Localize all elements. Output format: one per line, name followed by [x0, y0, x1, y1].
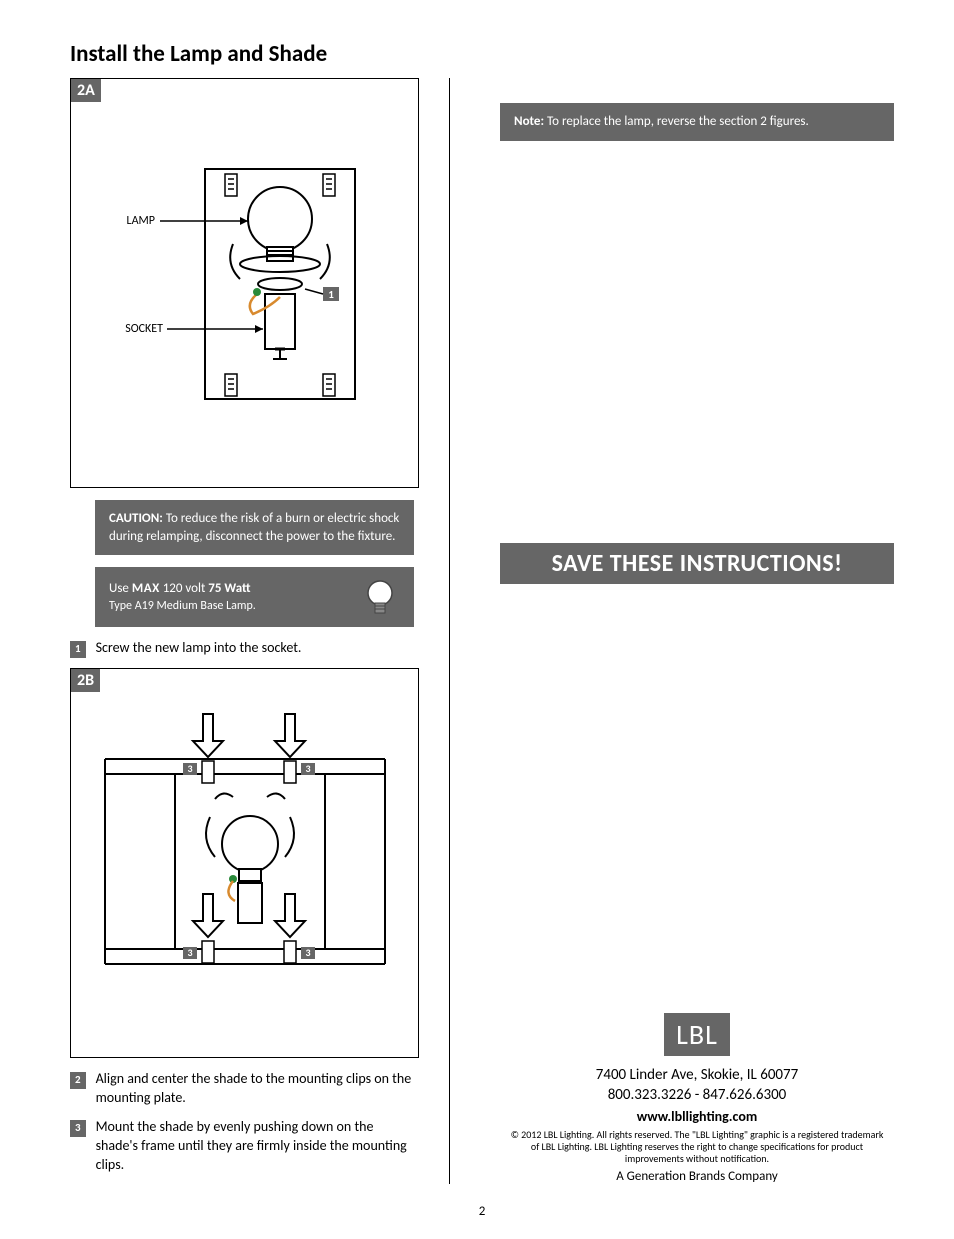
svg-text:1: 1	[328, 288, 334, 301]
lbl-logo: LBL	[664, 1013, 730, 1056]
svg-text:3: 3	[305, 762, 310, 775]
svg-text:LAMP: LAMP	[126, 214, 154, 228]
figure-2a-label: 2A	[71, 79, 101, 102]
footer-legal: © 2012 LBL Lighting. All rights reserved…	[510, 1129, 884, 1165]
replace-note: Note: To replace the lamp, reverse the s…	[500, 103, 894, 141]
spec-mid: 120 volt	[160, 581, 209, 596]
diagram-2a: 1 LAMP SOCKET	[75, 79, 415, 479]
note-body: To replace the lamp, reverse the section…	[547, 114, 809, 129]
footer: LBL 7400 Linder Ave, Skokie, IL 60077 80…	[500, 1013, 894, 1184]
figure-2b: 2B	[70, 668, 419, 1058]
footer-address: 7400 Linder Ave, Skokie, IL 60077	[500, 1066, 894, 1084]
diagram-2b: 3 3 3 3	[75, 669, 415, 1049]
step-1: 1 Screw the new lamp into the socket.	[70, 639, 419, 658]
step-3-num: 3	[70, 1120, 86, 1137]
right-column: Note: To replace the lamp, reverse the s…	[490, 78, 894, 1184]
svg-text:SOCKET: SOCKET	[125, 322, 163, 336]
caution-head: CAUTION:	[109, 511, 166, 526]
caution-note: CAUTION: To reduce the risk of a burn or…	[95, 500, 414, 555]
step-2: 2 Align and center the shade to the moun…	[70, 1070, 419, 1108]
step-3-text: Mount the shade by evenly pushing down o…	[96, 1118, 419, 1175]
footer-company: A Generation Brands Company	[500, 1169, 894, 1184]
step-2-text: Align and center the shade to the mounti…	[96, 1070, 419, 1108]
figure-2b-label: 2B	[71, 669, 100, 692]
step-1-num: 1	[70, 641, 86, 658]
left-column: 2A	[70, 78, 450, 1184]
step-2-num: 2	[70, 1072, 86, 1089]
lamp-spec-note: Use MAX 120 volt 75 Watt Type A19 Medium…	[95, 567, 414, 627]
figure-2a: 2A	[70, 78, 419, 488]
step-1-text: Screw the new lamp into the socket.	[96, 639, 302, 658]
spec-prefix: Use	[109, 581, 132, 596]
footer-phones: 800.323.3226 - 847.626.6300	[500, 1086, 894, 1104]
bulb-icon	[360, 577, 400, 617]
spec-sub: Type A19 Medium Base Lamp.	[109, 598, 256, 614]
svg-text:3: 3	[305, 946, 310, 959]
note-head: Note:	[514, 114, 547, 129]
step-3: 3 Mount the shade by evenly pushing down…	[70, 1118, 419, 1175]
footer-website: www.lbllighting.com	[500, 1108, 894, 1125]
svg-text:3: 3	[187, 946, 192, 959]
spec-watt: 75 Watt	[208, 581, 250, 596]
save-instructions-title: SAVE THESE INSTRUCTIONS!	[500, 543, 894, 584]
page-title: Install the Lamp and Shade	[70, 40, 894, 68]
page-number: 2	[70, 1204, 894, 1219]
svg-text:3: 3	[187, 762, 192, 775]
spec-max: MAX	[132, 581, 160, 596]
